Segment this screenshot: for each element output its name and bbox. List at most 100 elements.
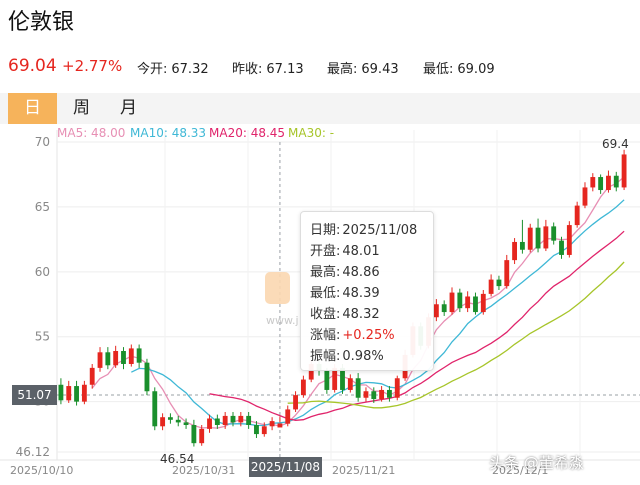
y-tick-label: 65 bbox=[35, 200, 50, 214]
candle bbox=[527, 223, 533, 253]
high-annotation: 69.4 bbox=[602, 137, 629, 151]
candle-body bbox=[473, 296, 478, 313]
tooltip-date: 日期: 2025/11/08 bbox=[310, 223, 418, 238]
candle bbox=[621, 149, 627, 191]
candle-body bbox=[152, 391, 158, 427]
ohlc-tooltip: 日期: 2025/11/08 开盘: 48.01 最高: 48.86 最低: 48.39… bbox=[300, 211, 434, 371]
ma-legend-item: MA30: - bbox=[288, 126, 334, 140]
candle-body bbox=[121, 351, 126, 364]
candle bbox=[199, 424, 205, 446]
crosshair-price-label: 51.07 bbox=[12, 385, 57, 405]
candle-body bbox=[105, 352, 111, 366]
candle bbox=[175, 415, 181, 427]
candle bbox=[355, 373, 361, 402]
candle bbox=[590, 173, 596, 192]
tab-day[interactable]: 日 bbox=[8, 93, 57, 124]
candle bbox=[293, 391, 298, 413]
candle-body bbox=[519, 241, 525, 250]
candle bbox=[582, 182, 588, 209]
candle-body bbox=[394, 378, 400, 398]
candle-body bbox=[293, 395, 298, 410]
candle-body bbox=[128, 348, 134, 364]
candle-body bbox=[574, 205, 580, 226]
candle bbox=[105, 347, 111, 370]
candle-body bbox=[74, 386, 79, 402]
candle bbox=[261, 422, 267, 437]
y-tick-label: 46.12 bbox=[16, 445, 50, 459]
candle-body bbox=[324, 370, 330, 390]
candle-body bbox=[613, 175, 619, 188]
candle-body bbox=[559, 240, 564, 255]
candle bbox=[230, 412, 236, 427]
watermark-text: 头条 @董希淼 bbox=[489, 454, 584, 472]
candle bbox=[488, 274, 494, 297]
candle bbox=[535, 218, 541, 253]
crosshair-date-label: 2025/11/08 bbox=[249, 457, 322, 477]
candle bbox=[144, 358, 150, 396]
candle-body bbox=[598, 177, 604, 191]
candle-body bbox=[551, 226, 557, 241]
candle-body bbox=[441, 304, 447, 313]
tab-week[interactable]: 周 bbox=[73, 98, 90, 118]
candle bbox=[89, 363, 95, 389]
stat-low: 最低: 69.09 bbox=[423, 62, 495, 77]
candle bbox=[246, 412, 252, 429]
ma30-line bbox=[287, 261, 625, 409]
candle-body bbox=[254, 424, 259, 435]
candle bbox=[551, 222, 557, 245]
candle-body bbox=[340, 367, 345, 390]
stat-open: 今开: 67.32 bbox=[137, 62, 209, 77]
candle-body bbox=[606, 175, 611, 191]
candle-body bbox=[379, 389, 385, 400]
candle-body bbox=[199, 428, 205, 444]
candle-body bbox=[355, 378, 361, 398]
candle-body bbox=[136, 348, 142, 363]
candle bbox=[81, 380, 87, 405]
x-tick-label: 2025/11/21 bbox=[332, 464, 395, 477]
tooltip-amplitude: 振幅: 0.98% bbox=[310, 349, 384, 364]
candle bbox=[473, 292, 478, 315]
candle-body bbox=[488, 279, 494, 294]
candle bbox=[387, 386, 392, 402]
candle bbox=[566, 221, 572, 258]
candle-body bbox=[621, 154, 627, 188]
candle bbox=[559, 236, 564, 259]
candle bbox=[574, 201, 580, 228]
tooltip-change: 涨幅: +0.25% bbox=[310, 328, 395, 343]
candle-body bbox=[66, 386, 72, 401]
candle bbox=[543, 219, 549, 252]
candle bbox=[113, 345, 119, 368]
stock-name: 伦敦银 bbox=[8, 10, 75, 35]
tooltip-high: 最高: 48.86 bbox=[310, 265, 380, 280]
candle bbox=[465, 291, 471, 313]
candle-body bbox=[332, 367, 338, 390]
candle-body bbox=[97, 352, 103, 368]
candle bbox=[441, 300, 447, 316]
y-tick-label: 60 bbox=[35, 265, 50, 279]
candle-body bbox=[238, 415, 244, 423]
candle bbox=[300, 375, 306, 398]
y-tick-label: 70 bbox=[35, 135, 50, 149]
candle bbox=[433, 299, 439, 322]
candle-body bbox=[167, 417, 173, 420]
candle bbox=[238, 412, 244, 427]
candle bbox=[324, 367, 330, 394]
candle bbox=[183, 418, 189, 429]
tab-month[interactable]: 月 bbox=[120, 98, 137, 118]
candle-body bbox=[582, 187, 588, 206]
candle-body bbox=[246, 415, 252, 425]
watermark-logo: www.j bbox=[265, 272, 299, 327]
candle-body bbox=[504, 260, 510, 287]
candle-body bbox=[89, 367, 95, 385]
candle-body bbox=[261, 426, 267, 435]
candle-body bbox=[230, 415, 236, 423]
candle-body bbox=[214, 418, 220, 425]
candle-body bbox=[207, 418, 212, 429]
candle-body bbox=[535, 227, 541, 249]
candle-body bbox=[590, 177, 596, 188]
candle bbox=[136, 344, 142, 368]
ma-legend-item: MA5: 48.00 bbox=[57, 126, 125, 140]
candle bbox=[606, 170, 611, 193]
candle-body bbox=[183, 422, 189, 425]
candle bbox=[496, 275, 502, 290]
